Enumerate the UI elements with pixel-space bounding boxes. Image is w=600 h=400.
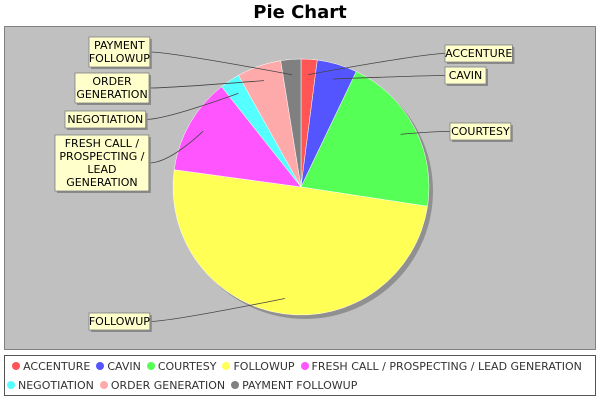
- plot-area: ACCENTURE CAVIN COURTESY FOLLOWUP FRESH CALL…: [4, 26, 596, 350]
- slice-label: NEGOTIATION: [64, 110, 148, 130]
- legend-item: NEGOTIATION: [7, 379, 94, 392]
- slice-label-text: FOLLOWUP: [89, 315, 150, 328]
- slice-label-text: ACCENTURE: [445, 47, 512, 60]
- label-leader-line: [145, 93, 239, 120]
- slice-label-text: PAYMENT: [94, 39, 145, 52]
- chart-title: Pie Chart: [253, 2, 347, 23]
- label-leader-line: [332, 75, 446, 80]
- legend-item: CAVIN: [96, 360, 141, 373]
- label-leader-line: [148, 80, 265, 89]
- slice-label-text: COURTESY: [451, 125, 510, 138]
- slice-label: FOLLOWUP: [88, 312, 152, 332]
- legend-label: ORDER GENERATION: [110, 379, 226, 392]
- slice-label-text: PROSPECTING /: [59, 150, 144, 163]
- legend-label: COURTESY: [157, 360, 217, 373]
- slice-label-text: GENERATION: [76, 88, 147, 101]
- pie-slice-payment-followup: [280, 58, 302, 188]
- legend-row: ACCENTURE CAVIN COURTESY FOLLOWUP FRESH CALL…: [5, 360, 595, 373]
- slice-label-box: [449, 122, 512, 141]
- legend-swatch: [12, 362, 21, 370]
- slice-label: COURTESY: [449, 122, 513, 142]
- pie-slice-fresh-call-prospecting-lead-generation: [173, 86, 302, 188]
- slice-label: CAVIN: [444, 66, 488, 86]
- legend-swatch: [99, 381, 108, 389]
- legend-item: ACCENTURE: [12, 360, 90, 373]
- legend: ACCENTURE CAVIN COURTESY FOLLOWUP FRESH CALL…: [4, 355, 596, 396]
- legend-label: NEGOTIATION: [18, 379, 94, 392]
- slice-label-box: [444, 66, 487, 85]
- legend-swatch: [96, 362, 105, 370]
- slice-label-box: [444, 44, 513, 63]
- legend-label: CAVIN: [107, 360, 141, 373]
- legend-item: FOLLOWUP: [222, 360, 295, 373]
- legend-swatch: [146, 362, 155, 370]
- pie-slice-courtesy: [300, 71, 430, 207]
- legend-item: COURTESY: [146, 360, 217, 373]
- legend-swatch: [300, 362, 309, 370]
- legend-label: FRESH CALL / PROSPECTING / LEAD GENERATI…: [311, 360, 582, 373]
- legend-label: PAYMENT FOLLOWUP: [242, 379, 358, 392]
- slice-label-text: CAVIN: [449, 69, 483, 82]
- slice-label-text: GENERATION: [66, 176, 137, 189]
- slice-label-text: FRESH CALL /: [65, 137, 140, 150]
- slice-label-box: [88, 36, 151, 68]
- slice-label-text: ORDER: [92, 75, 132, 88]
- legend-swatch: [222, 362, 231, 370]
- slice-label-text: NEGOTIATION: [67, 113, 143, 126]
- pie-chart: ACCENTURE CAVIN COURTESY FOLLOWUP FRESH CALL…: [54, 36, 515, 332]
- label-leader-line: [148, 130, 204, 164]
- legend-label: FOLLOWUP: [233, 360, 295, 373]
- slice-label: ACCENTURE: [444, 44, 515, 64]
- pie-slice-followup: [172, 169, 428, 316]
- label-leader-line: [149, 51, 293, 76]
- legend-item: ORDER GENERATION: [99, 379, 226, 392]
- legend-item: PAYMENT FOLLOWUP: [231, 379, 357, 392]
- label-leader-line: [400, 131, 451, 135]
- legend-swatch: [7, 381, 15, 389]
- slice-label-text: FOLLOWUP: [89, 52, 150, 65]
- legend-row: NEGOTIATION ORDER GENERATION PAYMENT FOLLO…: [7, 379, 597, 392]
- slice-label-box: [88, 312, 151, 331]
- label-leader-line: [149, 298, 285, 322]
- label-leader-line: [308, 53, 446, 75]
- slice-label-text: LEAD: [87, 163, 116, 176]
- legend-item: FRESH CALL / PROSPECTING / LEAD GENERATI…: [300, 360, 582, 373]
- slice-label-box: [64, 110, 146, 129]
- slice-label-box: [54, 134, 150, 192]
- legend-label: ACCENTURE: [23, 360, 91, 373]
- slice-label-box: [74, 72, 150, 104]
- legend-swatch: [231, 381, 240, 389]
